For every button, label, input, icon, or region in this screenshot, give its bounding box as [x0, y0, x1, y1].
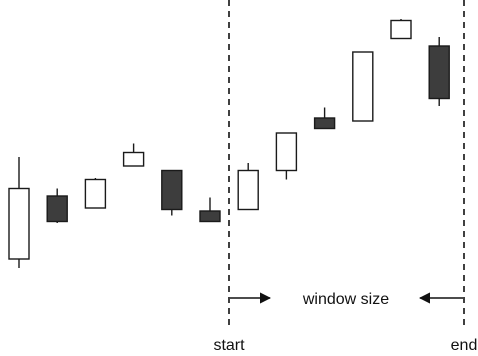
- candle-2: [46, 188, 68, 223]
- window-size-label: window size: [302, 291, 389, 308]
- end-label: end: [451, 337, 478, 354]
- candle-body: [352, 51, 374, 122]
- candle-4: [122, 143, 145, 167]
- candle-1: [8, 157, 30, 268]
- candle-body: [313, 117, 336, 130]
- candle-body: [161, 169, 183, 211]
- candle-body: [122, 151, 145, 167]
- candle-6: [199, 197, 221, 223]
- candle-body: [390, 19, 412, 40]
- candle-8: [275, 132, 298, 180]
- candle-body: [46, 195, 68, 223]
- candle-7: [237, 163, 259, 211]
- candle-9: [313, 107, 336, 130]
- candle-11: [390, 19, 412, 40]
- candle-10: [352, 51, 374, 122]
- candle-body: [275, 132, 298, 172]
- candle-5: [161, 169, 183, 216]
- candle-body: [8, 187, 30, 260]
- candle-12: [428, 37, 450, 106]
- start-label: start: [213, 337, 245, 354]
- candle-body: [84, 178, 107, 209]
- candles-group: [8, 19, 450, 268]
- candle-3: [84, 178, 107, 209]
- candle-body: [237, 169, 259, 211]
- candle-body: [428, 45, 450, 100]
- candle-body: [199, 210, 221, 223]
